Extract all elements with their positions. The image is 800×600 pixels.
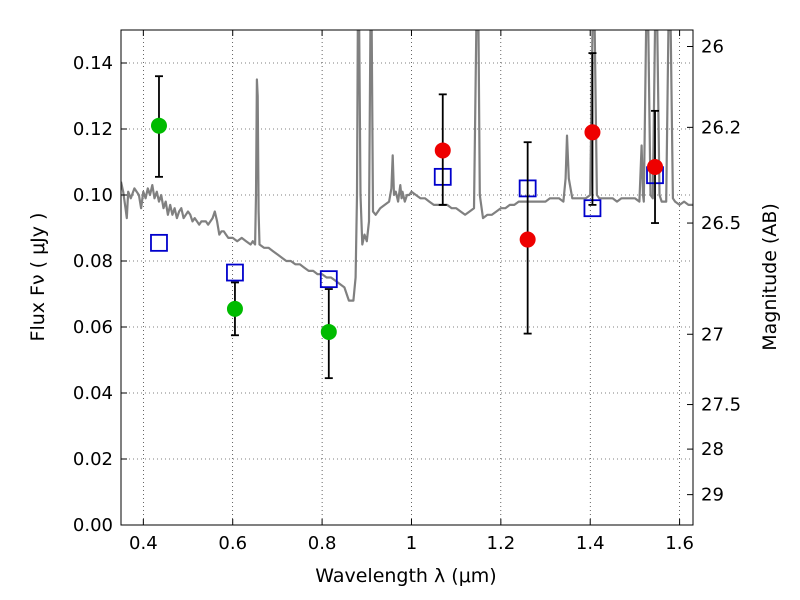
- observed-red-point: [519, 231, 536, 248]
- y-axis-label: Flux Fν ( μJy ): [27, 213, 49, 342]
- y-tick-label: 0.06: [73, 317, 113, 338]
- y2-tick-label: 26: [701, 37, 724, 58]
- x-tick-label: 0.8: [308, 533, 337, 554]
- x-tick-label: 1.2: [487, 533, 516, 554]
- y-tick-label: 0.12: [73, 119, 113, 140]
- x-tick-label: 0.4: [129, 533, 158, 554]
- y-tick-label: 0.02: [73, 449, 113, 470]
- data-layer: [121, 30, 693, 380]
- y2-axis-label: Magnitude (AB): [759, 203, 781, 351]
- model-square: [319, 270, 338, 289]
- observed-red-point: [584, 124, 601, 141]
- axes: 0.4 0.6 0.8 1 1.2 1.4 1.6 0.00 0.02 0.04 0.06 0.08 0…: [73, 30, 741, 554]
- y2-tick-label: 26.2: [701, 117, 741, 138]
- x-tick-label: 0.6: [218, 533, 247, 554]
- y2-tick-label: 26.5: [701, 213, 741, 234]
- y-tick-label: 0.10: [73, 185, 113, 206]
- observed-green-point: [226, 300, 243, 317]
- y2-tick-label: 28: [701, 439, 724, 460]
- x-tick-label: 1.6: [665, 533, 694, 554]
- x-tick-label: 1.4: [576, 533, 605, 554]
- y-tick-label: 0.14: [73, 53, 113, 74]
- plot-frame: [120, 29, 694, 526]
- model-square: [150, 233, 168, 252]
- x-tick-label: 1: [406, 533, 417, 554]
- y2-tick-label: 27: [701, 324, 724, 345]
- observed-red-point: [434, 142, 451, 159]
- y2-tick-label: 29: [701, 485, 724, 506]
- y-tick-label: 0.00: [73, 515, 113, 536]
- model-square: [226, 263, 244, 282]
- y-tick-label: 0.04: [73, 383, 113, 404]
- observed-red-point: [647, 158, 664, 175]
- y-tick-label: 0.08: [73, 251, 113, 272]
- observed-green-point: [150, 117, 167, 134]
- y2-tick-label: 27.5: [701, 395, 741, 416]
- observed-green-point: [320, 323, 337, 340]
- x-axis-label: Wavelength λ (μm): [315, 565, 496, 587]
- spectrum-line: [121, 30, 693, 302]
